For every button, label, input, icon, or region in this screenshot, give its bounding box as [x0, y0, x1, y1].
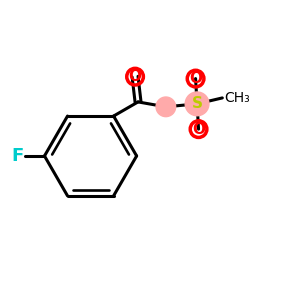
- Text: O: O: [189, 71, 202, 86]
- Text: CH₃: CH₃: [224, 91, 250, 105]
- Text: F: F: [12, 147, 24, 165]
- Text: O: O: [192, 122, 205, 136]
- Text: S: S: [192, 96, 203, 111]
- Circle shape: [156, 97, 176, 117]
- Circle shape: [185, 92, 209, 116]
- Text: O: O: [129, 69, 142, 84]
